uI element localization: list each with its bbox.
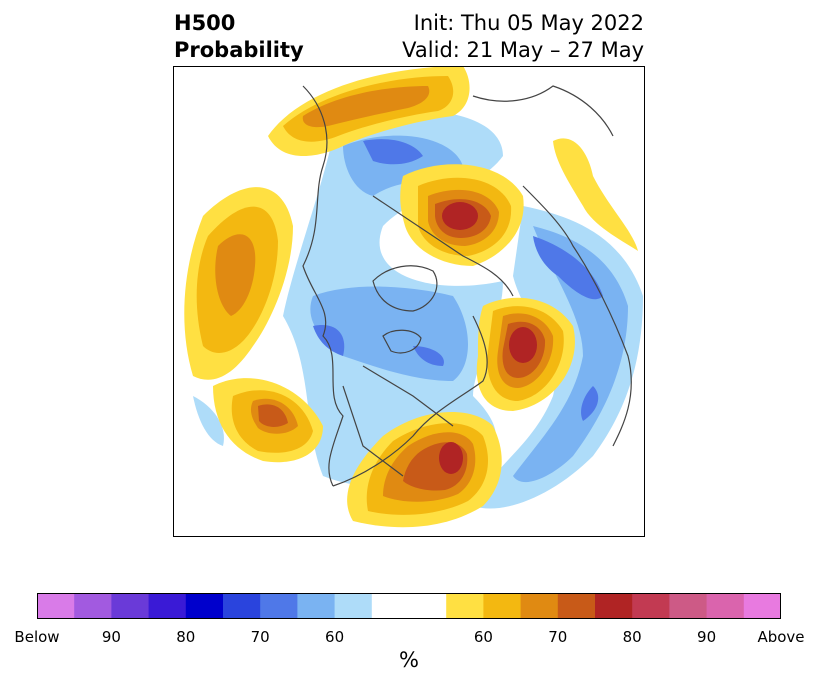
colorbar-swatch (148, 593, 187, 619)
colorbar-swatch (632, 593, 670, 619)
chart-title-left: H500 Probability (174, 10, 304, 64)
colorbar-tick-label: 80 (622, 628, 642, 646)
colorbar-tick-label: 90 (697, 628, 717, 646)
colorbar-tick-label: 90 (101, 628, 121, 646)
colorbar-swatch (371, 593, 410, 619)
colorbar-tick-label: 70 (548, 628, 568, 646)
colorbar-tick-label: 70 (250, 628, 270, 646)
title-init-date: Init: Thu 05 May 2022 (413, 11, 644, 35)
colorbar-swatch (409, 593, 447, 619)
title-variable: H500 (174, 11, 236, 35)
colorbar (37, 593, 781, 619)
colorbar-tick-label: 80 (176, 628, 196, 646)
colorbar-swatch (111, 593, 150, 619)
chart-title-right: Init: Thu 05 May 2022 Valid: 21 May – 27… (402, 10, 644, 64)
colorbar-swatch (260, 593, 298, 619)
colorbar-swatch (595, 593, 633, 619)
colorbar-unit: % (399, 648, 419, 672)
colorbar-swatch (520, 593, 559, 619)
coastlines (302, 85, 632, 487)
title-valid-range: Valid: 21 May – 27 May (402, 38, 644, 62)
above-normal-80 (439, 202, 537, 474)
colorbar-swatch (557, 593, 596, 619)
colorbar-tick-label: 60 (473, 628, 493, 646)
colorbar-swatch (743, 593, 781, 619)
colorbar-swatch (446, 593, 484, 619)
colorbar-swatch (334, 593, 373, 619)
colorbar-tick-label: Below (14, 628, 60, 646)
colorbar-tick-label: 60 (325, 628, 345, 646)
colorbar-swatch (669, 593, 708, 619)
colorbar-tick-label: Above (757, 628, 805, 646)
colorbar-swatch (483, 593, 522, 619)
probability-map (173, 66, 645, 537)
below-normal-deep (313, 139, 603, 421)
colorbar-swatch (74, 593, 112, 619)
colorbar-swatch (223, 593, 261, 619)
colorbar-swatch (706, 593, 745, 619)
colorbar-swatch (37, 593, 75, 619)
colorbar-swatch (185, 593, 224, 619)
colorbar-swatch (297, 593, 336, 619)
title-type: Probability (174, 38, 304, 62)
colorbar-border (37, 593, 781, 619)
